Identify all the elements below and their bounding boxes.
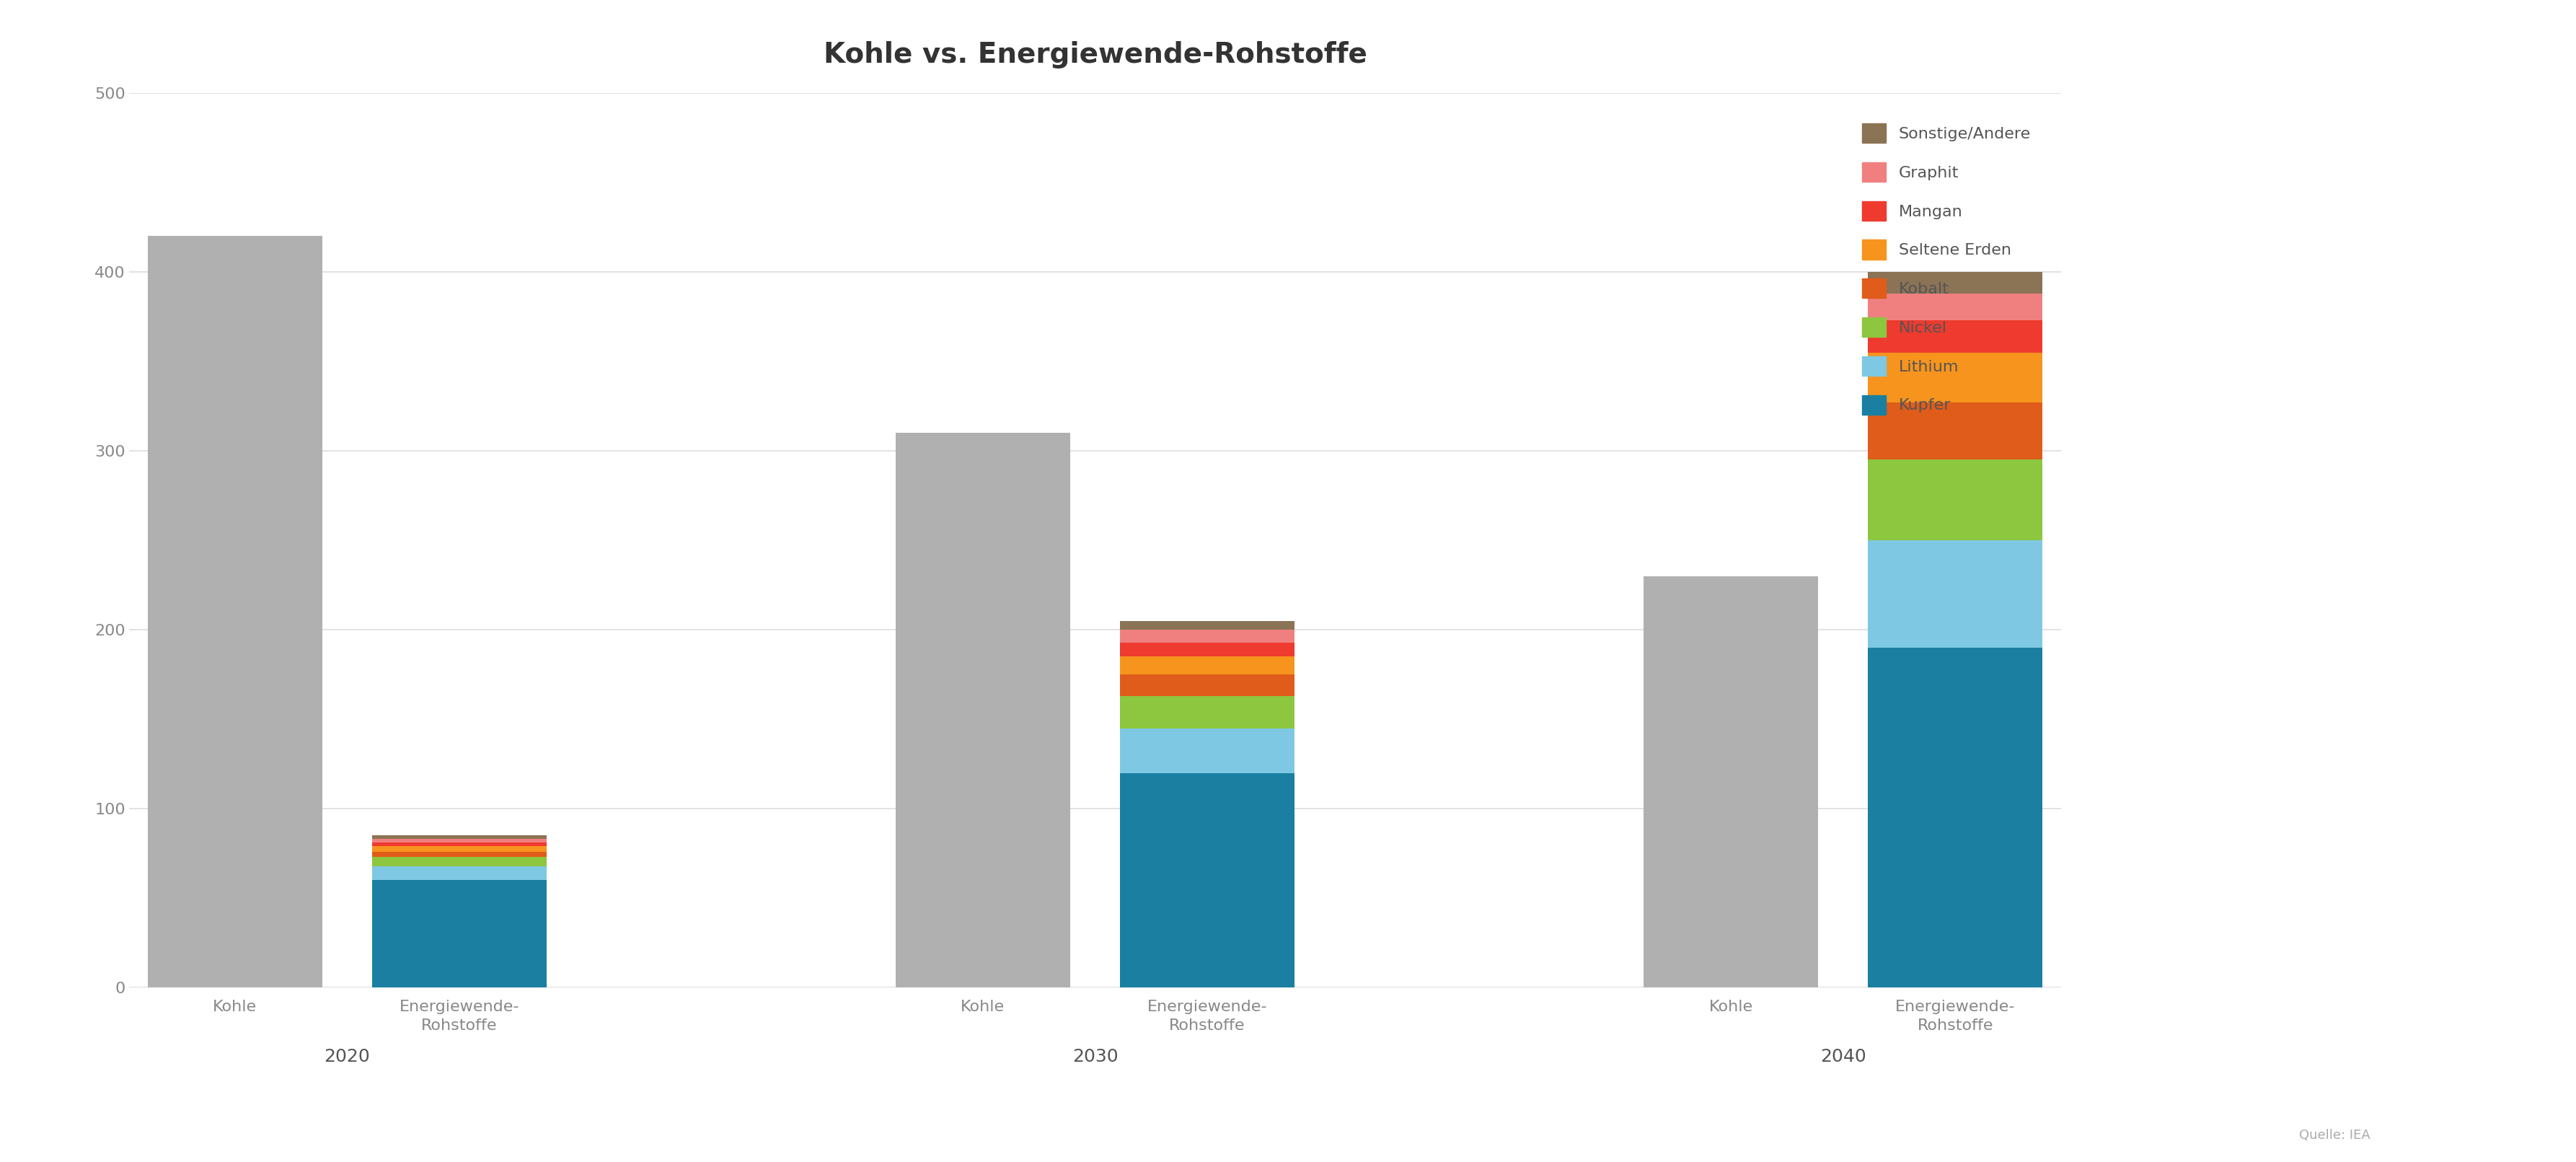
Legend: Sonstige/Andere, Graphit, Mangan, Seltene Erden, Kobalt, Nickel, Lithium, Kupfer: Sonstige/Andere, Graphit, Mangan, Selten… — [1855, 117, 2038, 421]
Bar — [371, 866, 546, 881]
Bar — [1121, 621, 1293, 630]
Bar — [1868, 402, 2043, 460]
Title: Kohle vs. Energiewende-Rohstoffe: Kohle vs. Energiewende-Rohstoffe — [824, 42, 1365, 69]
Bar — [371, 842, 546, 846]
Bar — [147, 236, 322, 988]
Bar — [1121, 657, 1293, 674]
Bar — [371, 852, 546, 858]
Bar — [1868, 293, 2043, 321]
Bar — [371, 835, 546, 839]
Bar — [1121, 630, 1293, 643]
Bar — [1643, 576, 1819, 988]
Bar — [371, 881, 546, 988]
Bar — [1121, 696, 1293, 729]
Bar — [1121, 674, 1293, 696]
Bar — [371, 839, 546, 842]
Text: 2030: 2030 — [1072, 1048, 1118, 1066]
Bar — [1868, 460, 2043, 540]
Bar — [1868, 540, 2043, 647]
Bar — [1121, 729, 1293, 773]
Text: 2040: 2040 — [1819, 1048, 1865, 1066]
Bar — [371, 846, 546, 852]
Text: Quelle: IEA: Quelle: IEA — [2298, 1128, 2370, 1141]
Bar — [1121, 773, 1293, 988]
Bar — [1868, 321, 2043, 352]
Bar — [1868, 352, 2043, 402]
Bar — [896, 433, 1069, 988]
Bar — [371, 858, 546, 866]
Bar — [1868, 272, 2043, 293]
Text: 2020: 2020 — [325, 1048, 371, 1066]
Bar — [1121, 643, 1293, 657]
Bar — [1868, 647, 2043, 988]
